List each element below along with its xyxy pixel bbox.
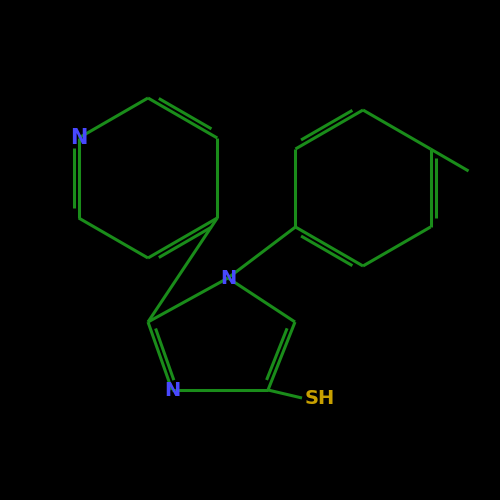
Text: N: N bbox=[220, 268, 236, 287]
Text: N: N bbox=[164, 380, 180, 400]
Text: SH: SH bbox=[305, 388, 335, 407]
Text: N: N bbox=[70, 128, 87, 148]
